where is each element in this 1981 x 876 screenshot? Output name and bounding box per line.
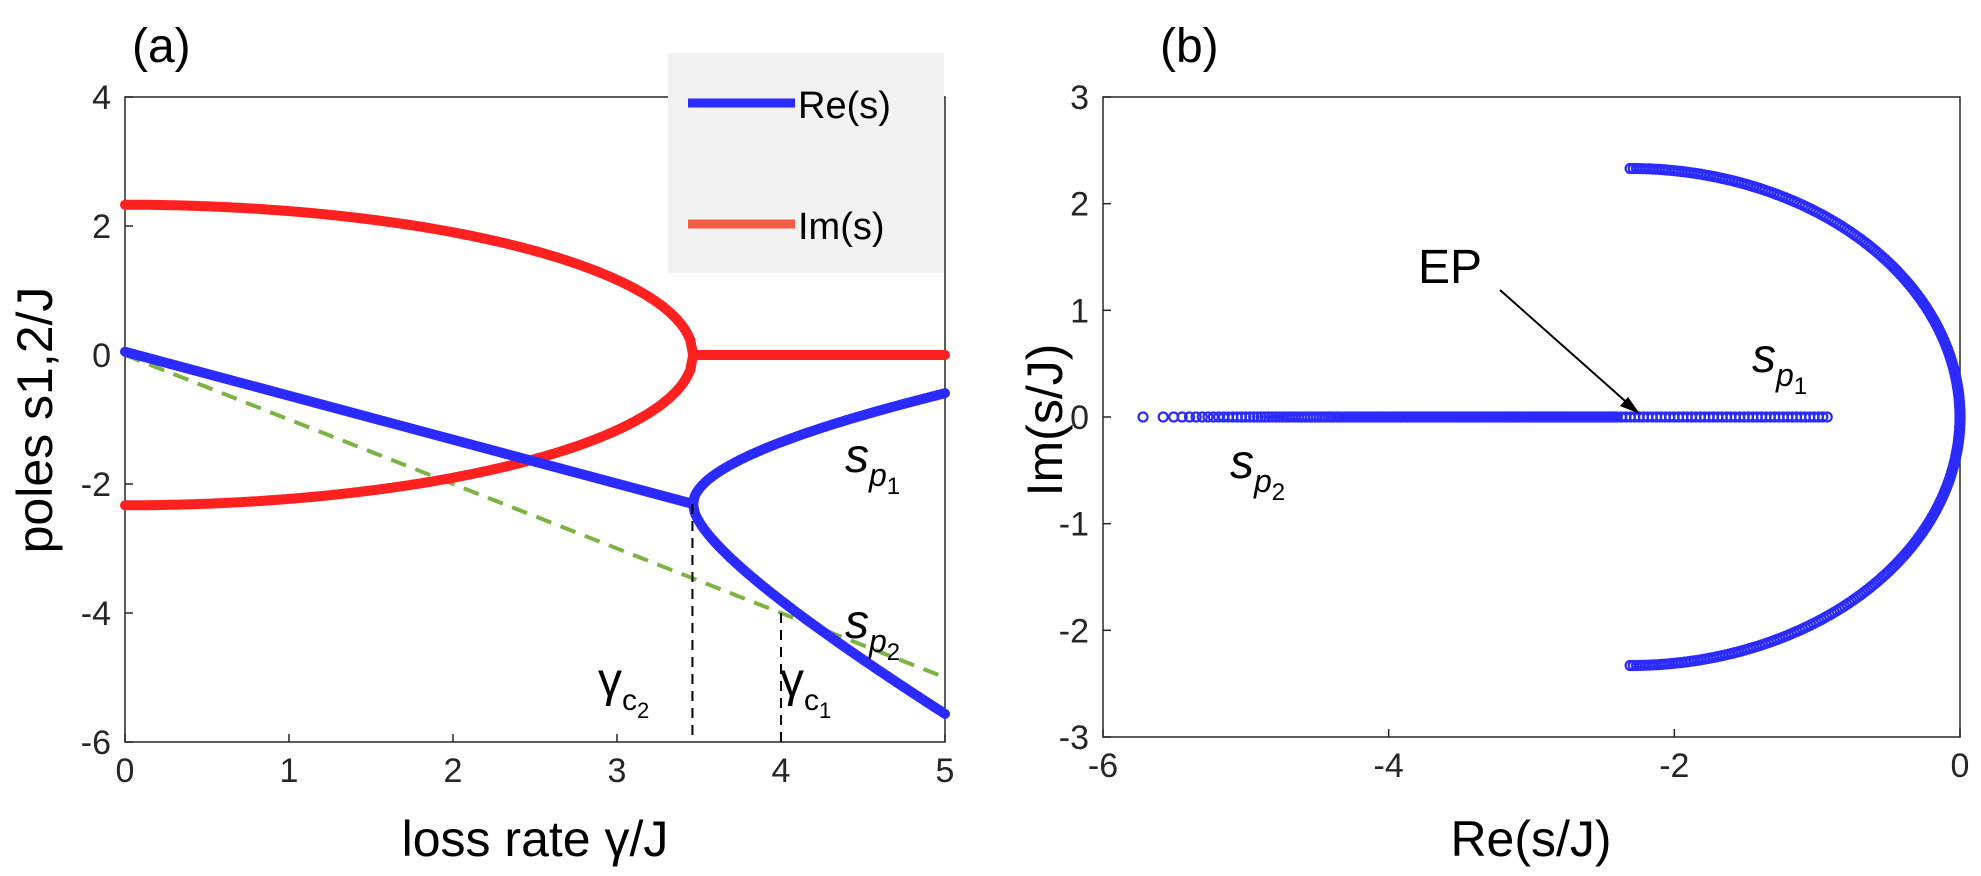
data-point <box>1263 411 1275 423</box>
y-tick-label: 4 <box>92 79 111 117</box>
y-tick-label: 0 <box>92 337 111 375</box>
data-point <box>1190 411 1202 423</box>
re-linear-branch <box>120 346 699 509</box>
data-point <box>1183 411 1196 423</box>
legend-box <box>668 53 944 273</box>
y-tick-label: 0 <box>1070 399 1089 437</box>
data-point <box>1624 162 1636 175</box>
data-point <box>1157 411 1169 423</box>
y-tick-label: -1 <box>1059 506 1089 544</box>
im-lower-branch <box>120 350 699 511</box>
data-point <box>1244 411 1256 423</box>
data-point <box>1817 411 1829 423</box>
data-point <box>1202 411 1214 423</box>
data-point <box>1196 411 1208 423</box>
data-point <box>1137 411 1149 423</box>
legend: Re(s) Im(s) <box>668 53 944 273</box>
x-tick-label: 2 <box>444 752 463 790</box>
x-tick-label: 3 <box>608 752 627 790</box>
panel-a-xlabel: loss rate γ/J <box>402 811 669 867</box>
x-tick-label: -2 <box>1659 747 1689 785</box>
y-tick-label: 1 <box>1070 292 1089 330</box>
data-point <box>1259 411 1271 423</box>
y-tick-label: 2 <box>1070 186 1089 224</box>
panel-b-xlabel: Re(s/J) <box>1450 811 1611 867</box>
y-tick-label: -4 <box>81 595 111 633</box>
panel-a-label: (a) <box>132 20 191 73</box>
legend-label-im: Im(s) <box>798 206 885 248</box>
data-point <box>1248 411 1260 423</box>
im-upper-branch <box>120 199 699 360</box>
panel-a-lines <box>120 199 950 742</box>
y-tick-label: -3 <box>1059 719 1089 757</box>
y-tick-label: -6 <box>81 724 111 762</box>
y-tick-label: 2 <box>92 208 111 246</box>
panel-a-ticks: 0 1 2 3 4 5 4 2 0 -2 -4 -6 <box>81 79 955 790</box>
re-sp1-branch <box>688 388 950 509</box>
data-point <box>1266 411 1278 423</box>
y-tick-label: -2 <box>1059 612 1089 650</box>
x-tick-label: 0 <box>116 752 135 790</box>
re-sp2-branch <box>688 499 950 719</box>
panel-b-label: (b) <box>1160 20 1219 73</box>
panel-a-ylabel: poles s1,2/J <box>7 287 63 554</box>
data-point <box>1251 411 1264 423</box>
data-point <box>1270 411 1282 423</box>
panel-b-points <box>1137 162 1966 672</box>
y-tick-label: 3 <box>1070 79 1089 117</box>
x-tick-label: 5 <box>936 752 955 790</box>
x-tick-label: 1 <box>280 752 299 790</box>
x-tick-label: 4 <box>772 752 791 790</box>
data-point <box>1821 411 1833 423</box>
ep-arrowhead <box>1620 397 1640 414</box>
annotation-ep: EP <box>1418 241 1482 294</box>
panel-b-ylabel: Im(s/J) <box>1017 344 1073 497</box>
x-tick-label: -4 <box>1374 747 1404 785</box>
x-tick-label: 0 <box>1951 747 1970 785</box>
data-point <box>1255 411 1268 423</box>
x-tick-label: -6 <box>1088 747 1118 785</box>
ep-arrow <box>1499 289 1634 409</box>
legend-label-re: Re(s) <box>798 85 891 127</box>
panel-b-ticks: -6 -4 -2 0 3 2 1 0 -1 -2 -3 <box>1059 79 1970 785</box>
data-point <box>1176 411 1188 423</box>
y-tick-label: -2 <box>81 466 111 504</box>
